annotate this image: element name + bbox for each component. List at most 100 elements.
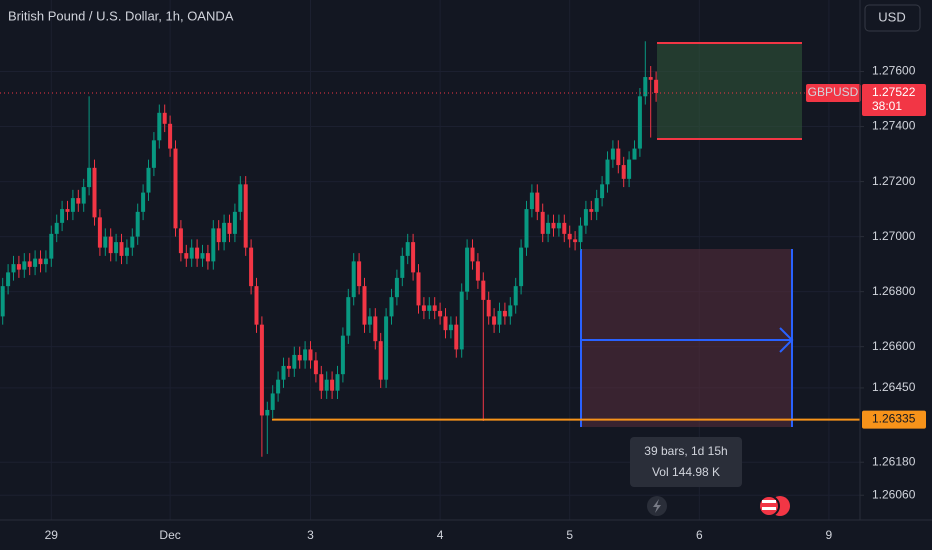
candle-body [265,409,270,416]
candle-body [173,148,178,229]
candle-body [168,123,173,149]
candle-body [211,228,216,262]
currency-button[interactable] [864,4,921,32]
candle-body [459,291,464,350]
candle-body [65,209,70,212]
candle-body [178,228,183,254]
candles [0,41,659,457]
x-tick-label: 4 [437,528,444,542]
candle-body [535,192,540,212]
candle-body [346,297,351,336]
y-tick-label: 1.26800 [872,284,916,298]
x-tick-label: Dec [159,528,180,542]
candle-body [589,209,594,212]
candle-body [43,258,48,265]
candle-body [600,184,605,199]
candle-body [421,305,426,311]
candle-body [22,261,27,270]
y-tick-label: 1.26600 [872,339,916,353]
candle-body [222,222,227,243]
candle-body [340,335,345,375]
candle-body [87,167,92,188]
candle-body [394,277,399,298]
candle-body [616,148,621,166]
hline-tag [862,410,926,429]
candle-body [551,222,556,229]
candle-body [151,140,156,168]
candle-body [475,261,480,281]
candle-body [519,247,524,287]
candle-body [648,77,653,80]
flag-icon-1[interactable] [758,495,780,517]
y-tick-label: 1.27600 [872,64,916,78]
hline-label: 1.26335 [872,412,916,426]
candle-body [443,316,448,331]
candle-body [92,167,97,218]
symbol-label: GBPUSD [808,85,859,99]
candle-body [427,305,432,311]
y-tick-label: 1.27400 [872,119,916,133]
target-zone[interactable] [657,43,802,139]
candle-body [486,299,491,317]
candle-body [373,316,378,342]
candle-body [243,184,248,248]
candle-body [227,222,232,234]
x-tick-label: 29 [45,528,59,542]
candle-body [130,236,135,248]
candle-body [259,324,264,416]
candle-body [324,379,329,391]
candle-body [16,264,21,270]
x-tick-label: 6 [696,528,703,542]
x-tick-label: 9 [826,528,833,542]
y-tick-label: 1.26060 [872,487,916,501]
candle-body [103,236,108,248]
candle-body [573,239,578,243]
candle-body [502,310,507,317]
candle-body [497,310,502,325]
candle-body [567,233,572,240]
candle-body [411,242,416,273]
symbol-tag [806,83,861,102]
candle-body [546,222,551,234]
candle-body [189,247,194,259]
currency-label: USD [878,9,905,24]
candle-body [578,225,583,243]
candle-body [524,209,529,248]
candle-body [205,253,210,262]
measure-arrowhead [779,327,794,353]
candle-body [184,253,189,259]
price-tag [862,83,926,116]
candle-body [97,217,102,248]
countdown-label: 38:01 [872,99,902,113]
candle-body [610,148,615,160]
candle-body [162,112,167,124]
candle-body [135,211,140,237]
candle-body [492,316,497,325]
candle-body [481,280,486,300]
candle-body [49,233,54,259]
measure-bars: 39 bars, 1d 15h [644,444,727,458]
measure-zone[interactable] [581,249,792,427]
candle-body [54,222,59,234]
candle-body [367,316,372,325]
measure-tooltip [630,437,742,487]
candle-body [232,211,237,234]
candle-body [76,198,81,204]
candle-body [308,349,313,361]
y-tick-label: 1.26180 [872,454,916,468]
candle-body [454,324,459,350]
flag-stripe [762,507,776,510]
candle-body [146,167,151,193]
candle-body [276,379,281,394]
y-tick-label: 1.27000 [872,229,916,243]
candle-body [200,253,205,259]
candle-body [292,354,297,369]
candle-body [556,222,561,229]
candle-body [281,365,286,380]
chart-title: British Pound / U.S. Dollar, 1h, OANDA [8,8,234,23]
candle-body [313,360,318,375]
candle-body [38,258,43,265]
candle-body [529,192,534,210]
